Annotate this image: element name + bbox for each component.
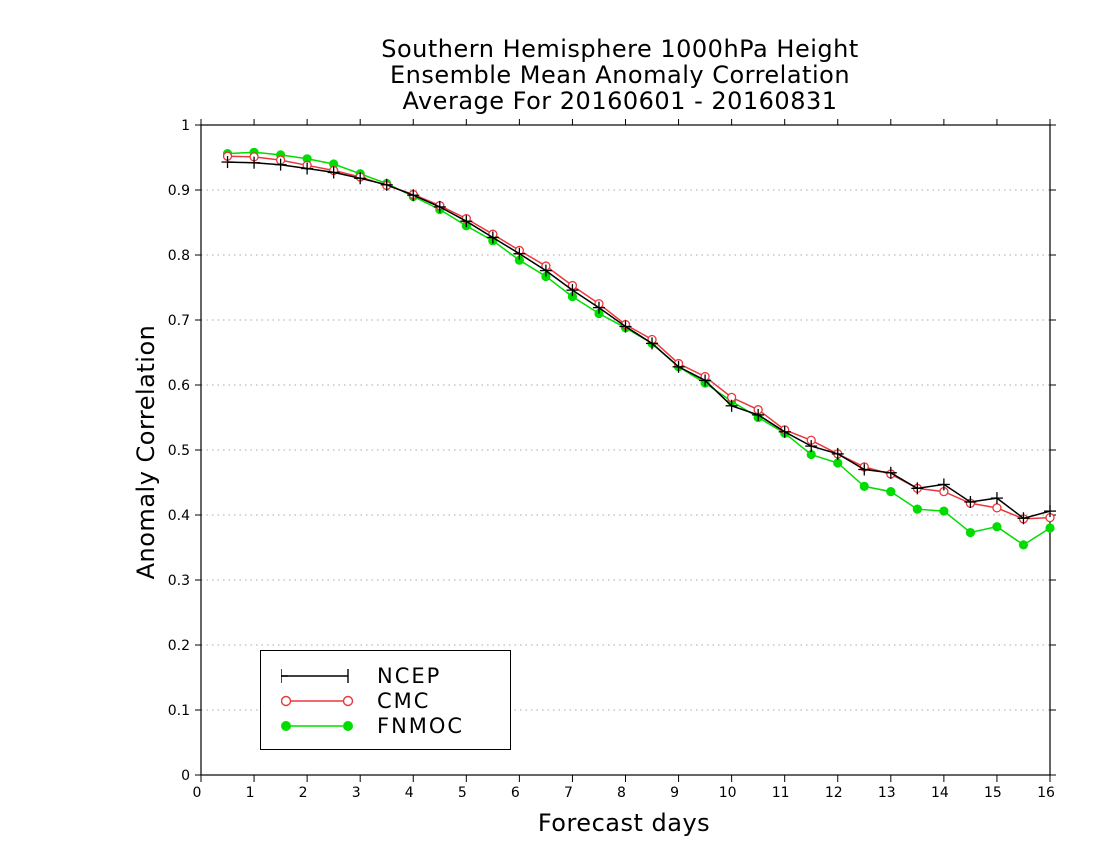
data-point-fnmoc — [329, 159, 339, 169]
series-line-fnmoc — [227, 151, 1051, 546]
data-point-fnmoc — [965, 527, 976, 538]
data-point-ncep — [248, 156, 261, 169]
chart-title-line-2: Ensemble Mean Anomaly Correlation — [389, 61, 851, 89]
data-point-ncep — [858, 463, 871, 476]
data-point-ncep — [672, 360, 685, 373]
data-point-ncep — [327, 166, 340, 179]
data-point-fnmoc — [1045, 523, 1055, 533]
data-point-ncep — [805, 440, 818, 453]
x-tick-label: 11 — [772, 785, 790, 801]
x-tick-label: 9 — [670, 785, 679, 801]
y-axis-title: Anomaly Correlation — [132, 324, 160, 580]
y-tick-label: 0 — [181, 768, 190, 784]
data-point-ncep — [301, 162, 314, 175]
data-point-ncep — [646, 337, 659, 350]
data-point-ncep — [752, 408, 765, 421]
series-layer — [221, 147, 1056, 550]
data-point-ncep — [460, 215, 473, 228]
data-point-ncep — [831, 447, 844, 460]
series-line-ncep — [227, 161, 1051, 520]
x-tick-label: 0 — [193, 785, 202, 801]
data-point-ncep — [354, 172, 367, 185]
data-point-ncep — [1017, 512, 1030, 525]
x-tick-label: 10 — [719, 785, 737, 801]
data-point-fnmoc — [302, 154, 312, 164]
data-point-fnmoc — [886, 487, 896, 497]
x-tick-label: 16 — [1037, 785, 1055, 801]
data-point-fnmoc — [567, 292, 578, 302]
data-point-fnmoc — [806, 449, 816, 460]
data-point-ncep — [566, 284, 579, 297]
data-point-ncep — [513, 247, 526, 260]
x-axis-title: Forecast days — [537, 809, 711, 837]
x-tick-label: 13 — [878, 785, 896, 801]
x-tick-label: 15 — [984, 785, 1002, 801]
data-point-ncep — [380, 178, 393, 191]
x-tick-label: 8 — [617, 785, 626, 801]
data-point-cmc — [992, 503, 1002, 513]
y-tick-label: 0.3 — [168, 573, 190, 589]
chart-title-line-1: Southern Hemisphere 1000hPa Height — [381, 35, 859, 63]
data-point-ncep — [937, 478, 950, 491]
legend-key-fnmoc — [281, 721, 353, 731]
legend-item-ncep: NCEP — [261, 664, 510, 688]
data-point-fnmoc — [939, 506, 949, 516]
axis-ticks: 00.10.20.30.40.50.60.70.80.910 1 2 3 4 5 6 7 8 9 1… — [168, 118, 1056, 801]
x-tick-label: 4 — [405, 785, 414, 801]
series-cmc — [222, 151, 1055, 524]
data-point-ncep — [699, 374, 712, 387]
x-tick-label: 3 — [352, 785, 361, 801]
data-point-ncep — [884, 466, 897, 479]
y-tick-label: 0.2 — [168, 638, 190, 654]
y-tick-label: 0.5 — [168, 443, 190, 459]
legend-label-cmc: CMC — [377, 689, 431, 713]
y-tick-label: 0.4 — [168, 508, 190, 524]
legend-label-ncep: NCEP — [377, 664, 442, 688]
x-tick-label: 6 — [511, 785, 520, 801]
data-point-ncep — [486, 231, 499, 244]
data-point-ncep — [778, 425, 791, 438]
data-point-ncep — [964, 496, 977, 508]
y-tick-label: 0.6 — [168, 378, 190, 394]
data-point-ncep — [433, 200, 446, 213]
grid-lines — [201, 189, 1050, 711]
data-point-ncep — [274, 158, 287, 171]
x-tick-label: 14 — [931, 785, 949, 801]
data-point-ncep — [1044, 505, 1056, 518]
data-point-fnmoc — [912, 504, 922, 514]
data-point-ncep — [592, 301, 605, 314]
x-tick-label: 2 — [299, 785, 308, 801]
series-ncep — [221, 156, 1056, 525]
y-tick-label: 0.1 — [168, 703, 190, 719]
data-point-fnmoc — [1018, 540, 1029, 550]
y-tick-label: 0.8 — [168, 248, 190, 264]
data-point-ncep — [990, 492, 1003, 505]
x-tick-label: 5 — [458, 785, 467, 801]
data-point-fnmoc — [833, 458, 843, 468]
data-point-fnmoc — [859, 481, 869, 491]
legend: NCEP CMC FNMOC — [260, 650, 511, 750]
x-tick-label: 7 — [564, 785, 573, 801]
x-tick-label: 1 — [246, 785, 255, 801]
data-point-ncep — [725, 399, 738, 412]
y-tick-label: 0.9 — [168, 183, 190, 199]
legend-label-fnmoc: FNMOC — [377, 714, 465, 738]
chart-title-line-3: Average For 20160601 - 20160831 — [402, 87, 838, 115]
data-point-ncep — [407, 189, 420, 202]
data-point-ncep — [911, 482, 924, 495]
data-point-ncep — [619, 320, 632, 333]
legend-key-ncep — [281, 669, 349, 683]
legend-item-fnmoc: FNMOC — [261, 714, 510, 738]
series-line-cmc — [227, 155, 1051, 520]
y-tick-label: 1 — [181, 118, 190, 134]
x-tick-label: 12 — [825, 785, 843, 801]
data-point-fnmoc — [992, 522, 1002, 532]
data-point-fnmoc — [514, 255, 524, 265]
legend-key-cmc — [281, 695, 354, 707]
data-point-ncep — [539, 264, 552, 277]
y-tick-label: 0.7 — [168, 313, 190, 329]
legend-item-cmc: CMC — [261, 689, 510, 713]
data-point-ncep — [221, 156, 234, 169]
